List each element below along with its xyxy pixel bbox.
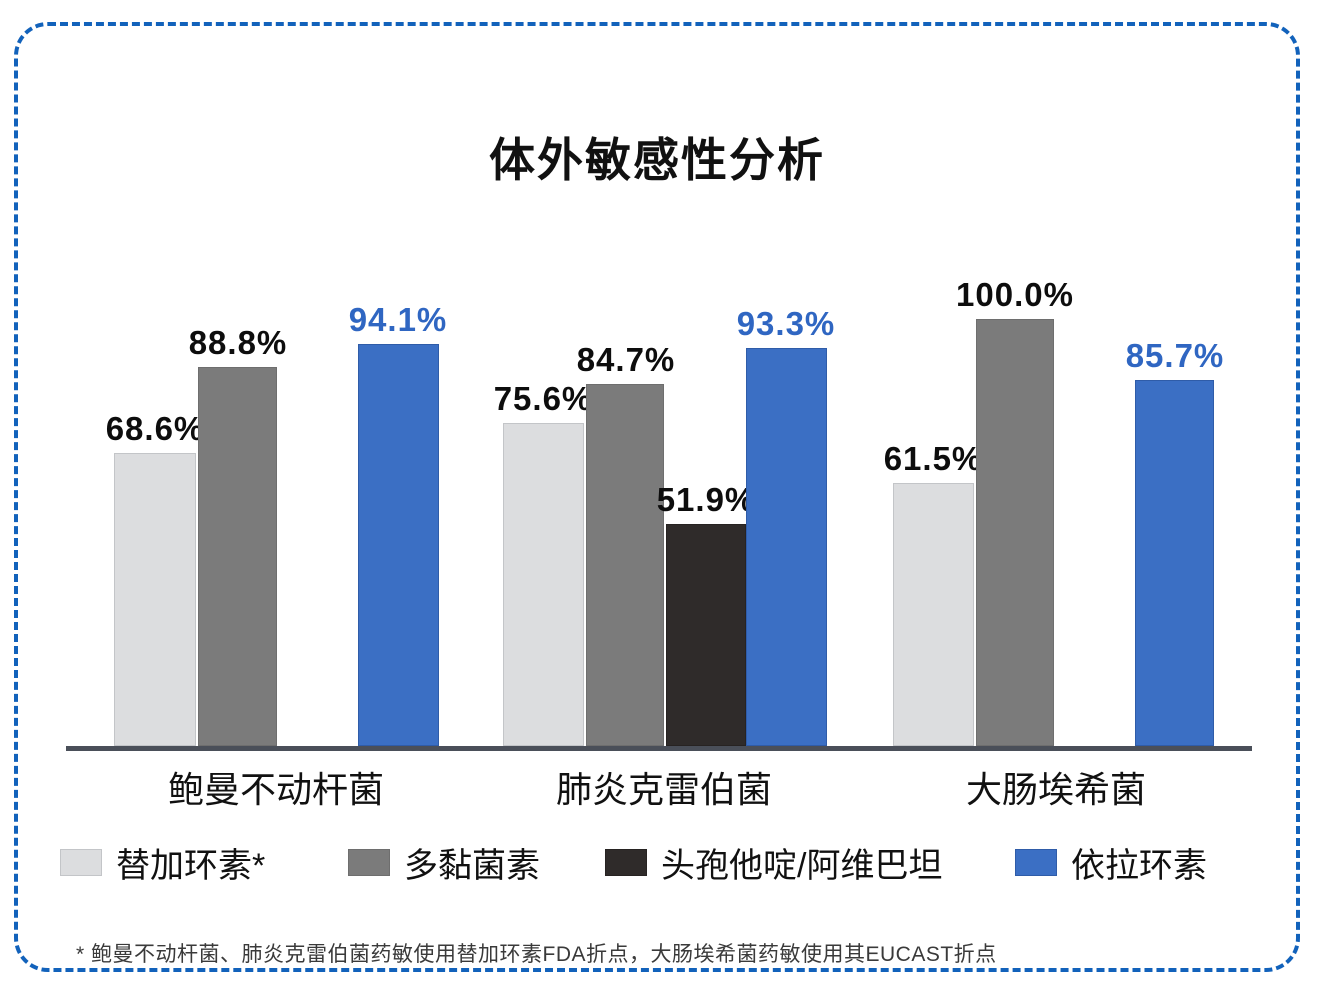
bar-label-g1-s2: 51.9%: [656, 481, 756, 518]
bar-label-g1-s1: 84.7%: [576, 341, 676, 378]
legend-item-polymyxin[interactable]: 多黏菌素: [348, 838, 540, 887]
bar-label-g0-s0: 68.6%: [105, 410, 205, 447]
legend: 替加环素* 多黏菌素 头孢他啶/阿维巴坦 依拉环素: [60, 838, 1260, 900]
bar-label-g1-s0: 75.6%: [493, 380, 593, 417]
legend-item-tigecycline[interactable]: 替加环素*: [60, 838, 265, 887]
bar-g1-s0[interactable]: [503, 423, 584, 746]
category-label-0: 鲍曼不动杆菌: [167, 769, 384, 810]
legend-swatch-icon-2: [605, 849, 647, 876]
bar-g1-s2[interactable]: [666, 524, 746, 746]
legend-label-0: 替加环素*: [116, 847, 266, 885]
legend-swatch-icon-3: [1015, 849, 1057, 876]
legend-label-3: 依拉环素: [1071, 847, 1207, 885]
bar-label-g0-s1: 88.8%: [188, 324, 288, 361]
legend-swatch-icon-0: [60, 849, 102, 876]
bar-label-g0-s3: 94.1%: [348, 301, 448, 338]
bar-label-g1-s3: 93.3%: [736, 305, 836, 342]
chart-card: 体外敏感性分析 68.6% 88.8% 94.1% 75.6% 84.7% 51…: [14, 22, 1300, 972]
plot-area: 68.6% 88.8% 94.1% 75.6% 84.7% 51.9% 93.3…: [66, 206, 1252, 751]
bar-g2-s0[interactable]: [893, 483, 974, 746]
legend-item-eravacycline[interactable]: 依拉环素: [1015, 838, 1207, 887]
legend-label-2: 头孢他啶/阿维巴坦: [661, 847, 943, 885]
bar-g0-s0[interactable]: [114, 453, 196, 746]
bar-g0-s3[interactable]: [358, 344, 439, 746]
x-axis-line: [66, 746, 1252, 751]
chart-footnote: * 鲍曼不动杆菌、肺炎克雷伯菌药敏使用替加环素FDA折点，大肠埃希菌药敏使用其E…: [76, 943, 997, 966]
legend-label-1: 多黏菌素: [404, 847, 540, 885]
legend-swatch-icon-1: [348, 849, 390, 876]
bar-g2-s3[interactable]: [1135, 380, 1214, 746]
legend-item-ceftazidime-avibactam[interactable]: 头孢他啶/阿维巴坦: [605, 838, 942, 887]
category-axis: 鲍曼不动杆菌 肺炎克雷伯菌 大肠埃希菌: [66, 761, 1252, 821]
bar-g0-s1[interactable]: [198, 367, 277, 746]
category-label-2: 大肠埃希菌: [965, 769, 1146, 810]
bar-g1-s3[interactable]: [746, 348, 827, 746]
bar-label-g2-s1: 100.0%: [956, 276, 1074, 313]
bar-label-g2-s0: 61.5%: [883, 440, 983, 477]
bar-label-g2-s3: 85.7%: [1125, 337, 1225, 374]
chart-title: 体外敏感性分析: [489, 134, 825, 186]
bar-g1-s1[interactable]: [586, 384, 664, 746]
bar-g2-s1[interactable]: [976, 319, 1054, 746]
category-label-1: 肺炎克雷伯菌: [555, 769, 772, 810]
